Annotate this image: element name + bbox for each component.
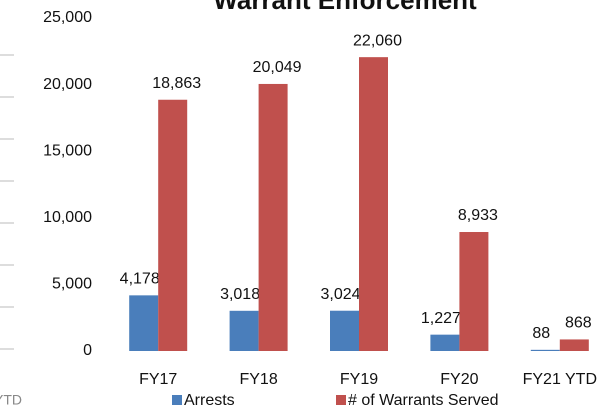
bar xyxy=(530,349,560,351)
y-tick-label: 10,000 xyxy=(43,209,92,226)
chart-title: Warrant Enforcement xyxy=(213,0,477,15)
legend-label: Arrests xyxy=(184,392,235,409)
data-label: 22,060 xyxy=(353,32,402,49)
data-label: 18,863 xyxy=(152,75,201,92)
y-tick-label: 0 xyxy=(83,342,92,359)
bar xyxy=(430,334,460,351)
neighbor-fragment: YTD xyxy=(0,54,22,408)
x-tick-label: FY19 xyxy=(340,371,378,388)
x-tick-label: FY17 xyxy=(139,371,177,388)
bar xyxy=(258,83,288,351)
data-label: 868 xyxy=(565,315,592,332)
data-label: 20,049 xyxy=(253,59,302,76)
legend-swatch xyxy=(172,395,182,405)
data-label: 3,018 xyxy=(220,286,260,303)
x-tick-label: FY20 xyxy=(440,371,478,388)
bar xyxy=(330,310,359,351)
data-label: 3,024 xyxy=(320,286,360,303)
bar xyxy=(129,295,159,351)
legend-swatch xyxy=(336,395,346,405)
x-tick-label: FY21 YTD xyxy=(523,371,597,388)
y-tick-label: 5,000 xyxy=(52,276,92,293)
data-label: 8,933 xyxy=(458,207,498,224)
clipped-text: YTD xyxy=(0,392,22,408)
data-label: 4,178 xyxy=(120,271,160,288)
y-tick-label: 15,000 xyxy=(43,142,92,159)
y-tick-label: 25,000 xyxy=(43,9,92,26)
y-tick-label: 20,000 xyxy=(43,76,92,93)
bar xyxy=(459,232,489,351)
bar xyxy=(229,310,259,351)
data-label: 1,227 xyxy=(421,310,461,327)
data-label: 88 xyxy=(532,325,550,342)
bar xyxy=(559,339,589,351)
bar xyxy=(359,57,388,352)
legend-label: # of Warrants Served xyxy=(348,392,499,409)
bar xyxy=(158,99,188,351)
x-tick-label: FY18 xyxy=(239,371,277,388)
